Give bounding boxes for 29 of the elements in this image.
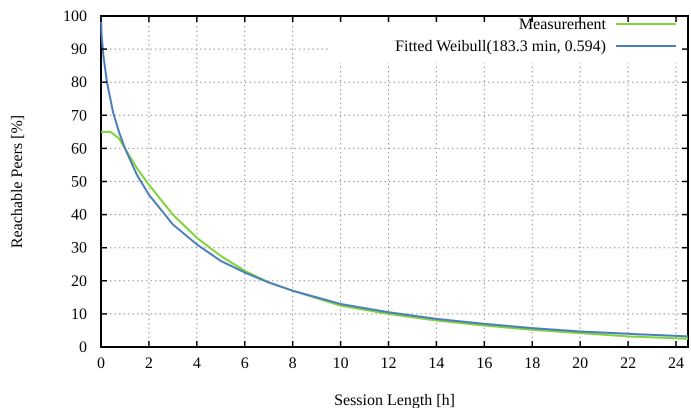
legend-label: Measurement: [518, 16, 607, 33]
x-tick-label: 16: [476, 355, 492, 372]
x-tick-label: 14: [428, 355, 444, 372]
x-tick-label: 8: [288, 355, 297, 372]
line-series: [100, 15, 689, 338]
x-tick-label: 4: [192, 355, 201, 372]
y-tick-label: 80: [71, 74, 87, 92]
y-tick-label: 100: [63, 8, 87, 25]
x-tick-label: 2: [144, 355, 153, 372]
y-tick-label: 10: [71, 306, 87, 323]
y-axis-title: Reachable Peers [%]: [9, 114, 26, 248]
x-tick-label: 6: [240, 355, 249, 372]
x-tick-label: 22: [620, 355, 636, 372]
y-tick-label: 30: [71, 240, 87, 257]
y-tick-label: 50: [71, 174, 87, 190]
y-tick-label: 70: [71, 107, 87, 124]
x-tick-label: 18: [524, 355, 540, 372]
x-tick-label: 20: [572, 355, 588, 372]
x-tick-label: 0: [97, 355, 105, 372]
legend-label: Fitted Weibull(183.3 min, 0.594): [395, 38, 606, 55]
y-tick-label: 20: [71, 272, 87, 290]
line-series: [100, 130, 689, 340]
x-tick-label: 24: [668, 355, 684, 372]
y-tick-label: 60: [71, 140, 87, 158]
y-tick-label: 90: [71, 41, 87, 58]
x-tick-label: 12: [380, 355, 397, 372]
x-tick-label: 10: [332, 355, 349, 372]
y-tick-label: 40: [71, 206, 87, 224]
y-tick-label: 0: [79, 339, 87, 356]
